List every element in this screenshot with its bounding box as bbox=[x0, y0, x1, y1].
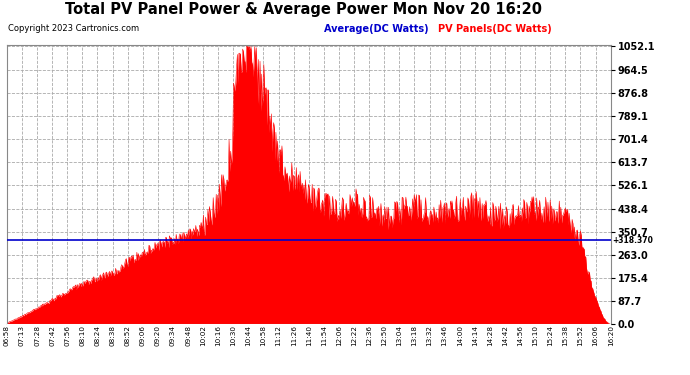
Text: 08:38: 08:38 bbox=[110, 326, 115, 346]
Text: 14:42: 14:42 bbox=[502, 326, 508, 346]
Text: 12:50: 12:50 bbox=[382, 326, 387, 346]
Text: 16:06: 16:06 bbox=[593, 326, 598, 346]
Text: 14:28: 14:28 bbox=[487, 326, 493, 346]
Text: 10:58: 10:58 bbox=[261, 326, 266, 346]
Text: 07:13: 07:13 bbox=[19, 326, 25, 346]
Text: 09:34: 09:34 bbox=[170, 326, 176, 346]
Text: 10:44: 10:44 bbox=[246, 326, 251, 346]
Text: 11:26: 11:26 bbox=[290, 326, 297, 346]
Text: Total PV Panel Power & Average Power Mon Nov 20 16:20: Total PV Panel Power & Average Power Mon… bbox=[65, 2, 542, 17]
Text: 16:20: 16:20 bbox=[608, 326, 613, 346]
Text: 14:00: 14:00 bbox=[457, 326, 463, 346]
Text: 09:20: 09:20 bbox=[155, 326, 161, 346]
Text: 11:54: 11:54 bbox=[321, 326, 327, 346]
Text: 14:56: 14:56 bbox=[517, 326, 523, 346]
Text: 15:52: 15:52 bbox=[578, 326, 584, 346]
Text: 08:10: 08:10 bbox=[79, 326, 86, 346]
Text: 12:06: 12:06 bbox=[336, 326, 342, 346]
Text: 10:16: 10:16 bbox=[215, 326, 221, 346]
Text: 13:46: 13:46 bbox=[442, 326, 448, 346]
Text: +318.370: +318.370 bbox=[612, 236, 653, 245]
Text: 08:52: 08:52 bbox=[125, 326, 130, 346]
Text: 12:36: 12:36 bbox=[366, 326, 372, 346]
Text: 10:02: 10:02 bbox=[200, 326, 206, 346]
Text: 07:56: 07:56 bbox=[64, 326, 70, 346]
Text: 08:24: 08:24 bbox=[95, 326, 101, 346]
Text: 15:24: 15:24 bbox=[547, 326, 553, 346]
Text: 07:28: 07:28 bbox=[34, 326, 40, 346]
Text: 06:58: 06:58 bbox=[4, 326, 10, 346]
Text: 09:48: 09:48 bbox=[185, 326, 191, 346]
Text: 10:30: 10:30 bbox=[230, 326, 236, 346]
Text: 13:32: 13:32 bbox=[426, 326, 433, 346]
Text: 12:22: 12:22 bbox=[351, 326, 357, 346]
Text: Average(DC Watts): Average(DC Watts) bbox=[324, 24, 429, 34]
Text: 11:40: 11:40 bbox=[306, 326, 312, 346]
Text: 13:04: 13:04 bbox=[396, 326, 402, 346]
Text: 15:38: 15:38 bbox=[562, 326, 569, 346]
Text: Copyright 2023 Cartronics.com: Copyright 2023 Cartronics.com bbox=[8, 24, 139, 33]
Text: 09:06: 09:06 bbox=[140, 326, 146, 346]
Text: PV Panels(DC Watts): PV Panels(DC Watts) bbox=[438, 24, 552, 34]
Text: 14:14: 14:14 bbox=[472, 326, 477, 346]
Text: 13:18: 13:18 bbox=[411, 326, 417, 346]
Text: 15:10: 15:10 bbox=[532, 326, 538, 346]
Text: 11:12: 11:12 bbox=[275, 326, 282, 346]
Text: 07:42: 07:42 bbox=[49, 326, 55, 346]
